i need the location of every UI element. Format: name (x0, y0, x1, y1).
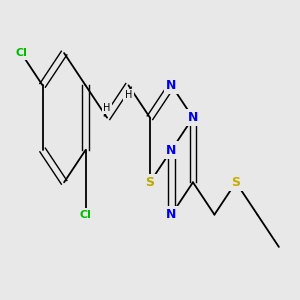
Text: N: N (166, 79, 177, 92)
Text: H: H (125, 90, 132, 100)
Text: S: S (146, 176, 154, 189)
Text: S: S (231, 176, 240, 189)
Text: Cl: Cl (15, 48, 27, 58)
Text: N: N (166, 143, 177, 157)
Text: N: N (188, 111, 198, 124)
Text: N: N (166, 208, 177, 221)
Text: Cl: Cl (80, 210, 92, 220)
Text: H: H (103, 103, 111, 113)
